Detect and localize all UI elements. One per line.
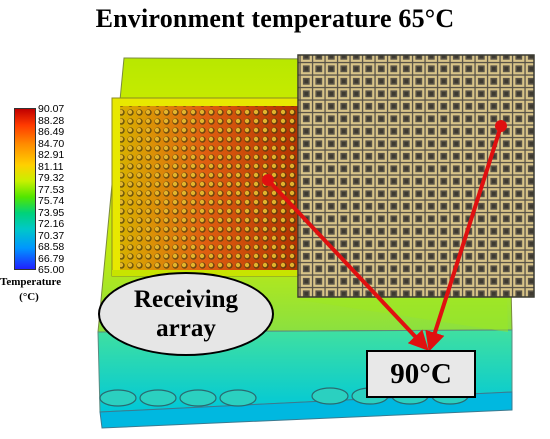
- legend-tick: 70.37: [38, 229, 65, 242]
- peak-temperature-label: 90°C: [366, 350, 476, 398]
- legend-tick: 65.00: [38, 264, 65, 276]
- color-legend: 90.07 88.28 86.49 84.70 82.91 81.11 79.3…: [0, 0, 110, 310]
- callout-line-2: array: [156, 315, 216, 342]
- legend-tick: 88.28: [38, 114, 65, 127]
- legend-tick: 68.58: [38, 241, 65, 253]
- heat-arrows: [262, 120, 507, 352]
- legend-tick: 75.74: [38, 195, 65, 207]
- legend-tick: 66.79: [38, 252, 65, 265]
- legend-tick: 86.49: [38, 126, 65, 138]
- legend-tick: 82.91: [38, 149, 65, 161]
- figure-title: Environment temperature 65°C: [95, 4, 455, 33]
- callout-line-1: Receiving: [133, 285, 239, 313]
- legend-unit: (°C): [19, 291, 39, 303]
- legend-tick: 81.11: [38, 160, 64, 173]
- legend-tick: 73.95: [38, 206, 65, 219]
- legend-tick: 79.32: [38, 172, 65, 184]
- legend-tick: 90.07: [38, 103, 65, 115]
- legend-title: Temperature: [0, 276, 62, 288]
- legend-tick: 77.53: [38, 183, 65, 196]
- arrow-left: [266, 178, 429, 351]
- legend-colorbar: [14, 108, 36, 270]
- arrow-right: [425, 125, 503, 352]
- legend-tick: 72.16: [38, 218, 65, 230]
- array-zoom-inset: [297, 54, 535, 298]
- receiving-array-callout: Receiving array: [98, 272, 274, 356]
- legend-tick: 84.70: [38, 137, 65, 150]
